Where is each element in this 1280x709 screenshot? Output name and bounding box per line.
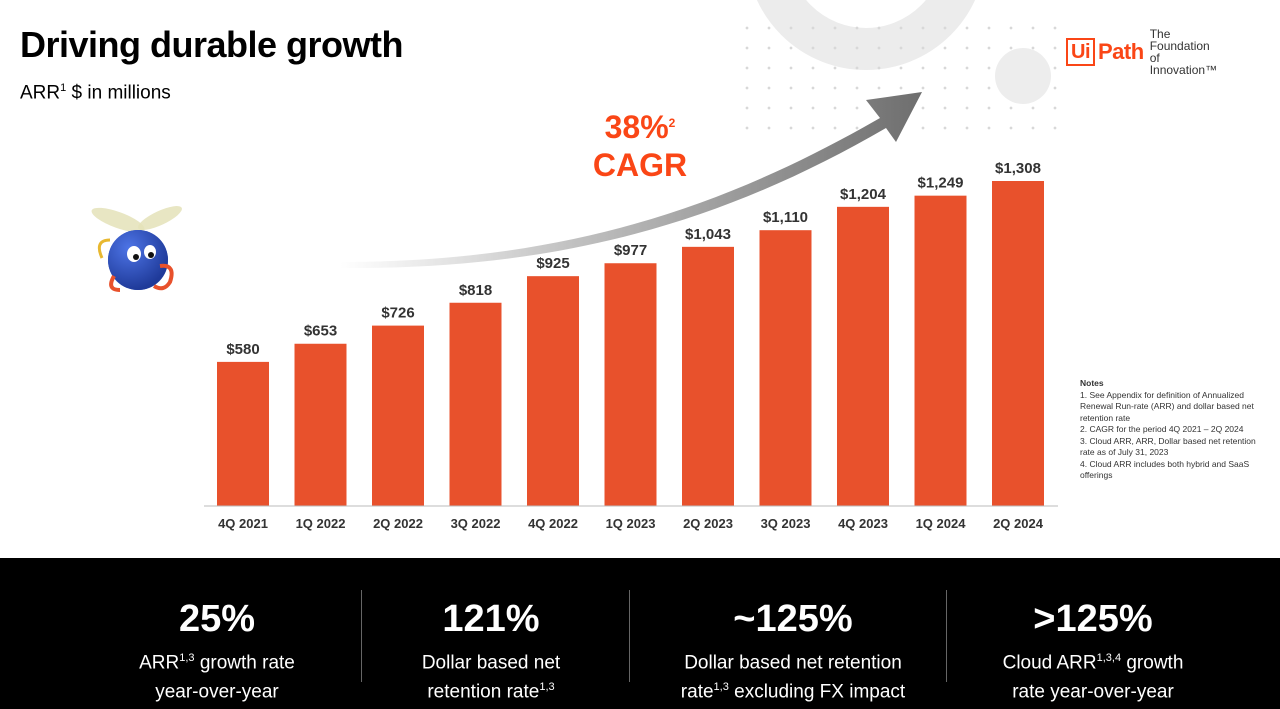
- metric-divider: [361, 590, 362, 682]
- bar-2q-2022: [372, 325, 424, 506]
- metric-value: 25%: [178, 598, 256, 640]
- logo-path-text: Path: [1098, 39, 1144, 64]
- x-tick-label: 3Q 2022: [451, 516, 501, 531]
- data-label: $653: [304, 323, 337, 340]
- metric-dbnrr: 121% Dollar based net retention rate1,3: [346, 558, 636, 705]
- data-label: $818: [459, 282, 492, 299]
- data-label: $580: [226, 341, 259, 358]
- metric-divider: [946, 590, 947, 682]
- x-tick-label: 2Q 2022: [373, 516, 423, 531]
- x-tick-label: 2Q 2024: [993, 516, 1044, 531]
- subtitle-suffix: $ in millions: [66, 82, 171, 104]
- cagr-value: 38%: [604, 109, 669, 145]
- data-label: $1,043: [685, 226, 731, 243]
- x-tick-label: 3Q 2023: [761, 516, 811, 531]
- metric-cloud-arr: >125% Cloud ARR1,3,4 growth rate year-ov…: [948, 558, 1238, 705]
- notes-panel: Notes 1. See Appendix for definition of …: [1080, 378, 1272, 482]
- metric-dbnrr-ex-fx: ~125% Dollar based net retention rate1,3…: [648, 558, 938, 705]
- metric-footnote: 1,3: [179, 652, 195, 664]
- metric-text: Dollar based net retention: [684, 652, 902, 674]
- bar-2q-2024: [992, 181, 1044, 506]
- page-title: Driving durable growth: [20, 24, 404, 65]
- metric-text: excluding FX impact: [728, 681, 906, 703]
- metric-footnote: 1,3,4: [1096, 652, 1122, 664]
- metric-text: Cloud ARR: [1002, 652, 1097, 674]
- metric-description: Cloud ARR1,3,4 growth rate year-over-yea…: [948, 646, 1238, 705]
- logo-tagline-line2: of Innovation™: [1149, 51, 1218, 77]
- metric-description: ARR1,3 growth rate year-over-year: [72, 646, 362, 705]
- x-tick-label: 2Q 2023: [683, 516, 733, 531]
- bar-4q-2021: [217, 361, 269, 506]
- metric-description: Dollar based net retention rate1,3: [346, 646, 636, 705]
- data-label: $1,110: [763, 209, 808, 226]
- bar-1q-2022: [294, 343, 347, 506]
- x-tick-label: 4Q 2022: [528, 516, 578, 531]
- metric-text: Dollar based net: [421, 652, 561, 674]
- data-label: $1,249: [918, 175, 964, 192]
- cagr-callout: 38%2 CAGR: [560, 108, 720, 184]
- metric-description: Dollar based net retention rate1,3 exclu…: [648, 646, 938, 705]
- metric-text: year-over-year: [155, 681, 279, 703]
- metric-text: rate: [680, 681, 714, 703]
- bar-3q-2022: [449, 302, 502, 506]
- arr-bar-chart: $580 4Q 2021 $653 1Q 2022 $726 2Q 2022 $818 3Q …: [204, 92, 1058, 531]
- metric-divider: [629, 590, 630, 682]
- uipath-logo: Ui Path The Foundation of Innovation™: [1066, 28, 1230, 76]
- note-item: 2. CAGR for the period 4Q 2021 – 2Q 2024: [1080, 424, 1244, 434]
- bar-series: $580 4Q 2021 $653 1Q 2022 $726 2Q 2022 $818 3Q …: [217, 160, 1044, 531]
- metric-text: growth rate: [194, 652, 295, 674]
- logo-tagline-line1: The Foundation: [1149, 27, 1210, 53]
- metric-value: >125%: [1033, 598, 1153, 640]
- data-label: $1,204: [840, 186, 887, 203]
- mascot-icon: [91, 206, 182, 292]
- x-tick-label: 4Q 2023: [838, 516, 888, 531]
- page-subtitle: ARR1 $ in millions: [20, 82, 171, 104]
- data-label: $925: [536, 255, 569, 272]
- metric-arr-growth: 25% ARR1,3 growth rate year-over-year: [72, 558, 362, 705]
- data-label: $977: [614, 242, 647, 259]
- note-item: 4. Cloud ARR includes both hybrid and Sa…: [1080, 458, 1250, 481]
- bar-2q-2023: [682, 246, 734, 507]
- cagr-value-line: 38%2: [560, 108, 720, 146]
- subtitle-prefix: ARR: [20, 82, 61, 104]
- metrics-band: 25% ARR1,3 growth rate year-over-year 12…: [0, 558, 1280, 709]
- decorative-circle: [995, 48, 1051, 104]
- metric-footnote: 1,3: [713, 681, 729, 694]
- cagr-footnote: 2: [668, 116, 676, 130]
- notes-title: Notes: [1080, 378, 1104, 388]
- bar-1q-2024: [914, 195, 967, 506]
- data-label: $726: [381, 305, 414, 322]
- logo-ui-box: Ui: [1066, 38, 1095, 66]
- metric-footnote: 1,3: [539, 681, 555, 694]
- metric-value: ~125%: [733, 598, 853, 640]
- bar-4q-2022: [527, 276, 579, 506]
- growth-arrow: [340, 92, 922, 269]
- x-tick-label: 1Q 2022: [296, 516, 346, 531]
- bar-4q-2023: [837, 206, 889, 506]
- x-tick-label: 4Q 2021: [218, 516, 268, 531]
- metric-value: 121%: [442, 598, 540, 640]
- x-tick-label: 1Q 2023: [606, 516, 656, 531]
- note-item: 1. See Appendix for definition of Annual…: [1080, 389, 1254, 423]
- bar-3q-2023: [759, 230, 812, 506]
- metric-text: growth: [1121, 652, 1184, 674]
- cagr-label: CAGR: [592, 147, 688, 183]
- subtitle-footnote: 1: [60, 82, 67, 94]
- note-item: 3. Cloud ARR, ARR, Dollar based net rete…: [1080, 435, 1256, 458]
- metric-text: rate year-over-year: [1012, 681, 1174, 703]
- metric-text: ARR: [139, 652, 180, 674]
- bar-1q-2023: [604, 263, 657, 506]
- logo-tagline: The Foundation of Innovation™: [1150, 28, 1230, 76]
- data-label: $1,308: [995, 160, 1041, 177]
- x-tick-label: 1Q 2024: [916, 516, 967, 531]
- metric-text: retention rate: [427, 681, 540, 703]
